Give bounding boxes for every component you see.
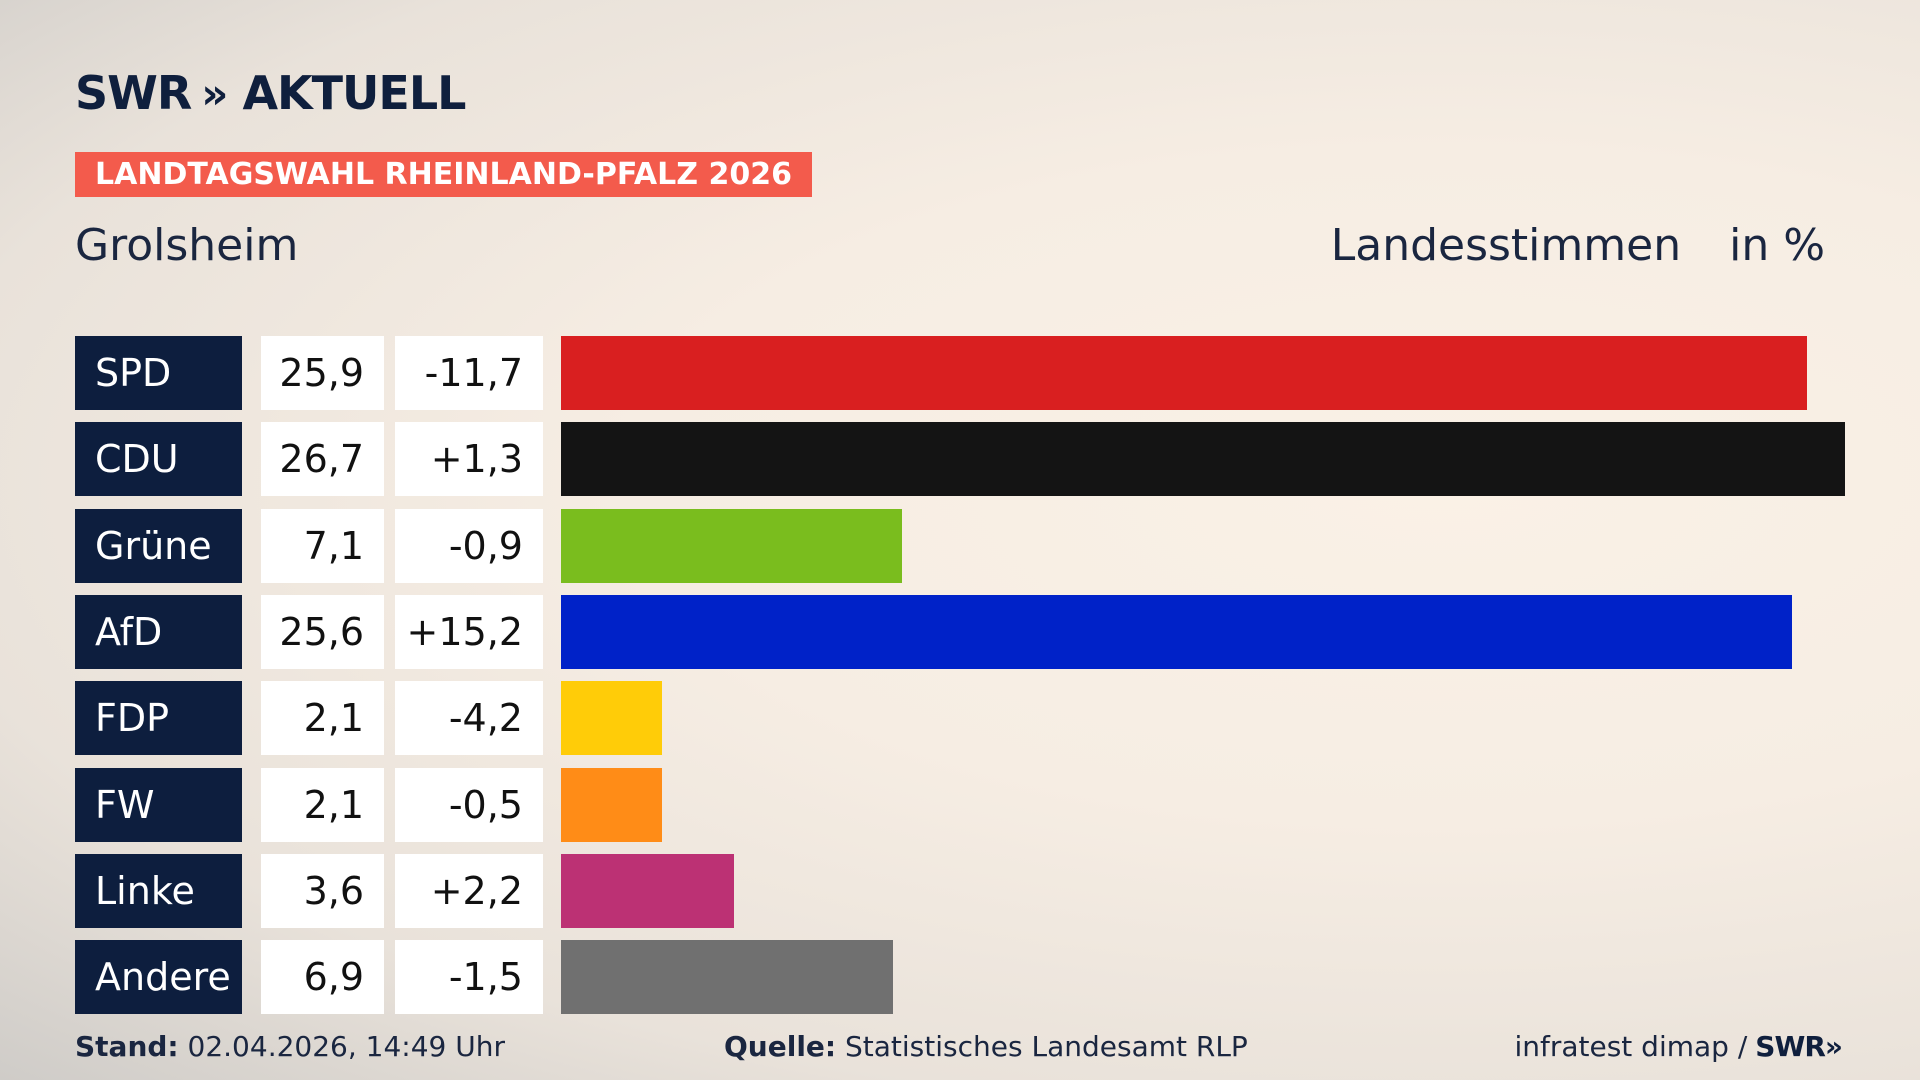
- logo-swr: SWR: [75, 66, 192, 120]
- result-row: Andere 6,9 -1,5: [75, 940, 1845, 1015]
- vote-share-bar: [561, 853, 735, 928]
- vote-change-label: +1,3: [395, 422, 543, 497]
- vote-change-label: +15,2: [395, 594, 543, 669]
- vote-change-label: -0,5: [395, 767, 543, 842]
- party-label: FDP: [75, 681, 242, 756]
- party-label: Grüne: [75, 508, 242, 583]
- vote-share-bar: [561, 336, 1807, 410]
- party-label: Linke: [75, 853, 242, 928]
- swr-logo-text: SWR: [1755, 1030, 1826, 1063]
- party-label: CDU: [75, 422, 242, 497]
- party-label: FW: [75, 767, 242, 842]
- vote-share-bar: [561, 940, 893, 1015]
- result-row: AfD 25,6 +15,2: [75, 594, 1845, 669]
- vote-share-label: 7,1: [261, 508, 384, 583]
- vote-share-label: 2,1: [261, 681, 384, 756]
- swr-chevron-icon: »: [1824, 1030, 1843, 1063]
- result-row: Linke 3,6 +2,2: [75, 853, 1845, 928]
- stand-value: 02.04.2026, 14:49 Uhr: [187, 1030, 505, 1063]
- vote-change-label: -4,2: [395, 681, 543, 756]
- metric-header: Landesstimmen in %: [1331, 220, 1825, 271]
- vote-change-label: -11,7: [395, 336, 543, 410]
- vote-change-label: +2,2: [395, 853, 543, 928]
- footer-source: Quelle: Statistisches Landesamt RLP: [724, 1030, 1248, 1063]
- source-value: Statistisches Landesamt RLP: [845, 1030, 1248, 1063]
- vote-share-label: 2,1: [261, 767, 384, 842]
- footer-stand: Stand: 02.04.2026, 14:49 Uhr: [75, 1030, 505, 1063]
- vote-change-label: -1,5: [395, 940, 543, 1015]
- credit-text: infratest dimap /: [1514, 1030, 1748, 1063]
- logo-chevron-icon: »: [201, 68, 228, 118]
- result-row: FDP 2,1 -4,2: [75, 681, 1845, 756]
- vote-share-bar: [561, 594, 1793, 669]
- source-label: Quelle:: [724, 1030, 837, 1063]
- vote-share-bar: [561, 681, 662, 756]
- election-banner: LANDTAGSWAHL RHEINLAND-PFALZ 2026: [75, 152, 812, 197]
- logo-aktuell: AKTUELL: [242, 66, 466, 120]
- footer-credit: infratest dimap / SWR»: [1514, 1030, 1843, 1063]
- vote-share-label: 26,7: [261, 422, 384, 497]
- vote-change-label: -0,9: [395, 508, 543, 583]
- vote-share-label: 25,9: [261, 336, 384, 410]
- vote-share-label: 25,6: [261, 594, 384, 669]
- result-row: FW 2,1 -0,5: [75, 767, 1845, 842]
- swr-logo: SWR»: [1755, 1030, 1843, 1063]
- vote-share-label: 6,9: [261, 940, 384, 1015]
- party-label: Andere: [75, 940, 242, 1015]
- stand-label: Stand:: [75, 1030, 179, 1063]
- party-label: AfD: [75, 594, 242, 669]
- result-row: Grüne 7,1 -0,9: [75, 508, 1845, 583]
- vote-share-bar: [561, 508, 903, 583]
- metric-label: Landesstimmen: [1330, 220, 1682, 271]
- vote-share-bar: [561, 767, 662, 842]
- vote-share-label: 3,6: [261, 853, 384, 928]
- place-title: Grolsheim: [75, 220, 299, 271]
- unit-label: in %: [1729, 220, 1825, 271]
- result-row: CDU 26,7 +1,3: [75, 422, 1845, 497]
- swr-aktuell-logo: SWR » AKTUELL: [75, 66, 466, 120]
- vote-share-bar: [561, 422, 1845, 497]
- party-label: SPD: [75, 336, 242, 410]
- result-row: SPD 25,9 -11,7: [75, 336, 1845, 410]
